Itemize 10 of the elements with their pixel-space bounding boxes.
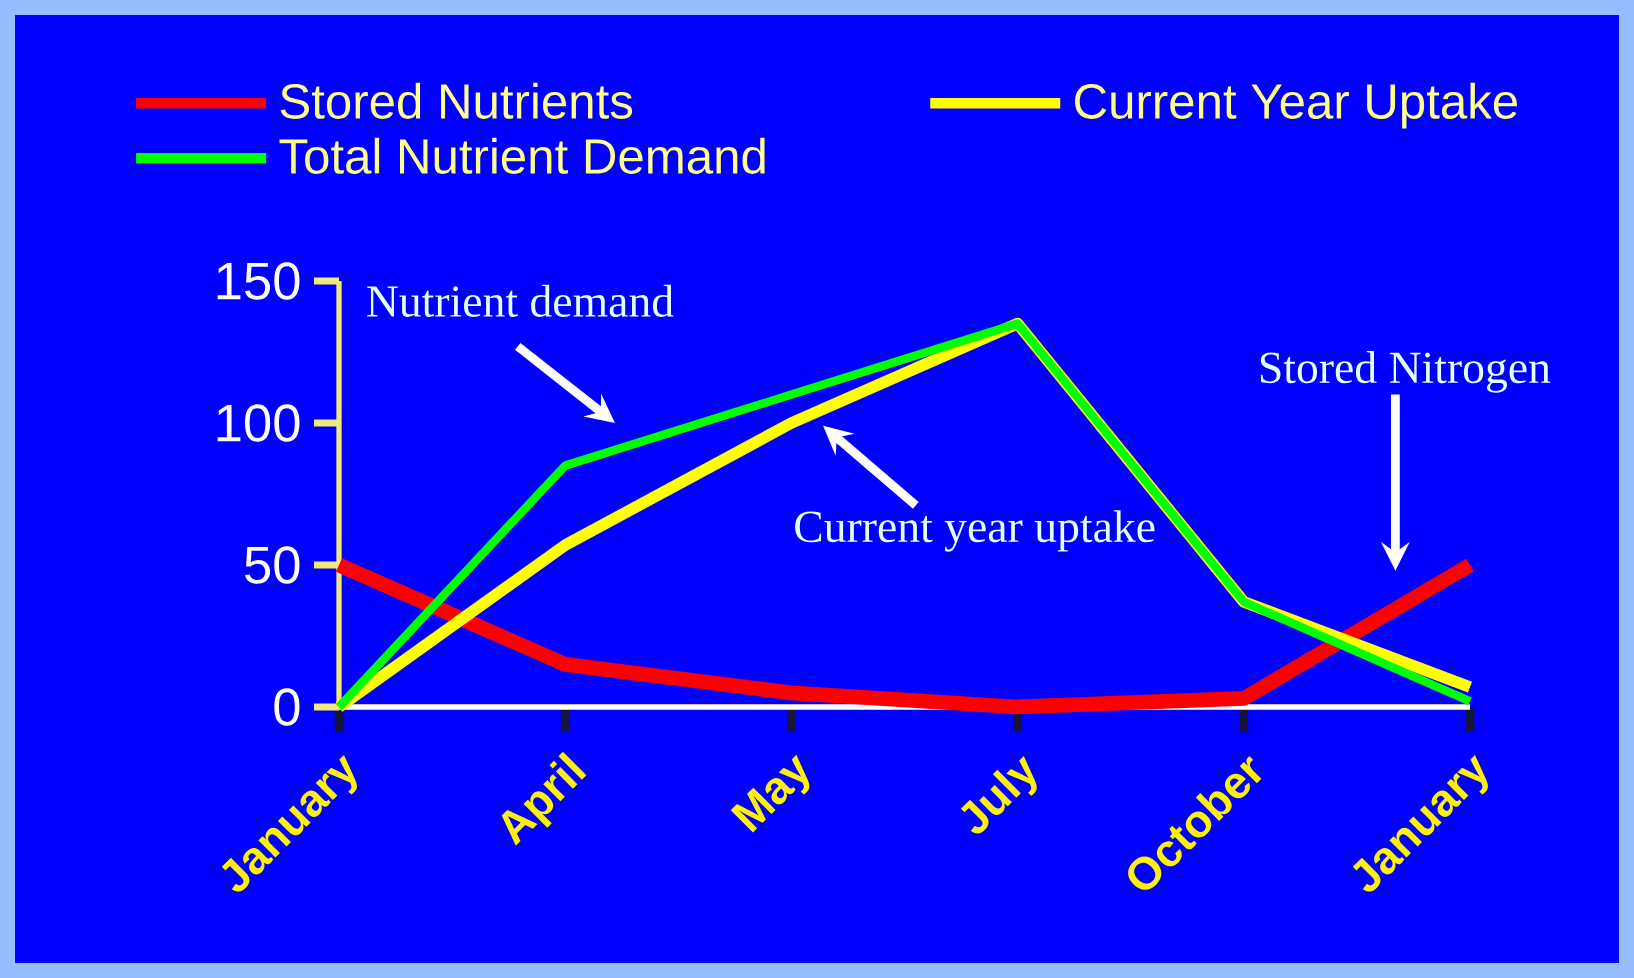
- legend-label: Total Nutrient Demand: [279, 137, 765, 174]
- y-tick-label: 0: [274, 688, 300, 726]
- annotation: Stored Nitrogen: [1260, 351, 1551, 393]
- y-tick-label: 150: [217, 262, 300, 300]
- legend-label: Current Year Uptake: [1075, 82, 1518, 129]
- y-tick-label: 50: [245, 546, 300, 584]
- annotation: Nutrient demand: [367, 284, 674, 317]
- annotation: Current year uptake: [795, 510, 1155, 552]
- legend-label: Stored Nutrients: [280, 82, 633, 119]
- y-tick-label: 100: [217, 404, 300, 442]
